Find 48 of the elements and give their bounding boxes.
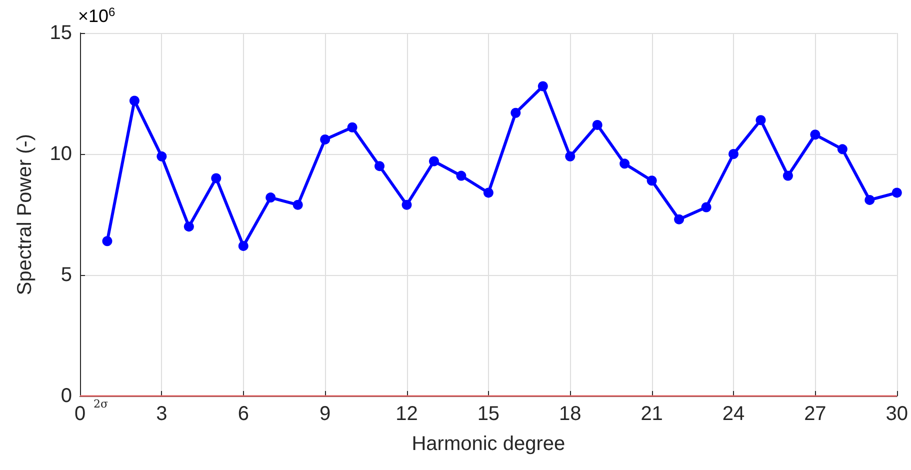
point [592, 120, 602, 130]
y-tick-label: 10 [50, 143, 72, 165]
point [864, 194, 875, 205]
point [102, 236, 112, 246]
point [782, 170, 793, 181]
point [211, 173, 222, 184]
point [129, 96, 140, 106]
x-tick-label: 12 [396, 403, 418, 425]
point [374, 161, 385, 172]
point [810, 130, 820, 140]
point [156, 151, 167, 162]
x-tick-label: 6 [238, 403, 249, 425]
point [347, 122, 358, 132]
point [510, 108, 521, 118]
x-tick-label: 9 [320, 403, 331, 425]
point [428, 156, 439, 166]
x-tick-label: 30 [886, 403, 908, 425]
point [701, 202, 712, 212]
x-tick-label: 24 [722, 403, 745, 425]
x-tick-label: 18 [559, 403, 582, 425]
point [320, 134, 330, 144]
point [892, 188, 902, 198]
point [620, 158, 630, 169]
point [238, 240, 248, 251]
point [728, 149, 738, 159]
ref-line-label: 2σ [93, 398, 108, 410]
x-tick-label: 27 [804, 403, 826, 425]
point [292, 200, 303, 210]
point [756, 115, 766, 126]
point [538, 81, 548, 92]
point [674, 214, 684, 224]
x-tick-label: 3 [156, 403, 168, 425]
y-tick-label: 15 [50, 22, 72, 44]
point [565, 151, 576, 162]
point [837, 144, 848, 154]
x-tick-label: 21 [640, 403, 663, 425]
point [266, 192, 276, 203]
y-axis-title: Spectral Power (-) [14, 134, 36, 296]
point [456, 170, 466, 181]
x-tick-label: 0 [74, 403, 86, 425]
y-tick-label: 5 [60, 264, 72, 286]
x-tick-label: 15 [477, 403, 500, 425]
point [646, 176, 657, 186]
x-axis-title: Harmonic degree [412, 433, 566, 455]
point [483, 188, 494, 198]
point [402, 200, 412, 210]
point [184, 222, 194, 232]
y-tick-label: 0 [60, 385, 72, 407]
